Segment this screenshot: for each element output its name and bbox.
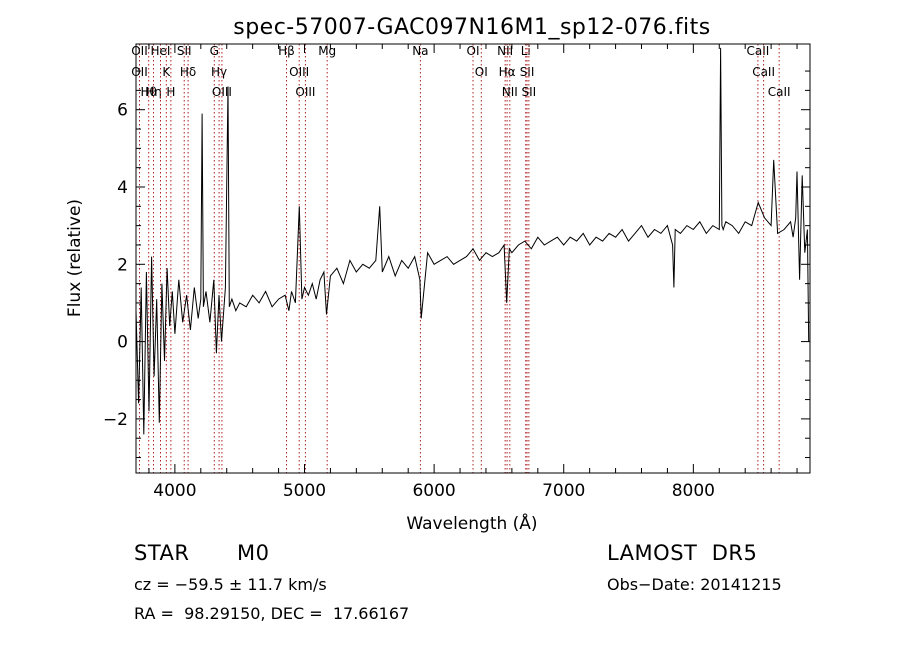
line-label: OII <box>131 44 148 58</box>
line-label: NII <box>502 85 518 99</box>
line-label: Hδ <box>180 65 196 79</box>
x-tick-label: 8000 <box>672 481 715 501</box>
object-class: STAR <box>134 541 190 565</box>
line-label: OIII <box>295 85 315 99</box>
axes: 4000 5000 6000 7000 8000 −2 0 2 4 6 <box>103 44 810 501</box>
line-label: OI <box>475 65 488 79</box>
redshift-velocity: cz = −59.5 ± 11.7 km/s <box>134 575 327 594</box>
line-label: SII <box>177 44 192 58</box>
line-label: NII <box>497 44 513 58</box>
y-tick-label: 2 <box>117 255 128 275</box>
x-tick-label: 6000 <box>412 481 455 501</box>
line-label: G <box>210 44 219 58</box>
observation-date: Obs−Date: 20141215 <box>607 575 782 594</box>
line-label: Mg <box>318 44 336 58</box>
line-label: OIII <box>289 65 309 79</box>
y-tick-label: 6 <box>117 101 128 121</box>
line-label: CaII <box>768 85 791 99</box>
y-tick-label: 0 <box>117 333 128 353</box>
x-axis-label: Wavelength (Å) <box>406 512 537 534</box>
line-label: Hα <box>499 65 516 79</box>
line-label: SII <box>520 65 535 79</box>
object-subclass: M0 <box>237 541 270 565</box>
y-tick-label: 4 <box>117 178 128 198</box>
line-label: Li <box>521 44 531 58</box>
line-label: H <box>166 85 175 99</box>
line-label: OI <box>467 44 480 58</box>
line-label: OIII <box>212 85 232 99</box>
y-axis-label: Flux (relative) <box>65 199 85 317</box>
spectrum-line <box>135 47 810 435</box>
line-label: CaII <box>746 44 769 58</box>
line-label: OII <box>131 65 148 79</box>
sky-coordinates: RA = 98.29150, DEC = 17.66167 <box>134 604 410 623</box>
x-tick-label: 4000 <box>153 481 196 501</box>
line-label: Hη <box>145 85 162 99</box>
line-label: SII <box>522 85 537 99</box>
line-label: CaII <box>752 65 775 79</box>
line-label: K <box>162 65 171 79</box>
line-label: Hθ <box>141 85 157 99</box>
line-label: Hγ <box>211 65 227 79</box>
line-label: HeI <box>151 44 171 58</box>
chart-title: spec-57007-GAC097N16M1_sp12-076.fits <box>233 15 711 40</box>
y-tick-label: −2 <box>103 410 128 430</box>
x-tick-label: 7000 <box>542 481 585 501</box>
spectrum-series <box>135 47 810 435</box>
plot-frame <box>135 43 811 474</box>
x-tick-label: 5000 <box>283 481 326 501</box>
survey-name: LAMOST DR5 <box>607 541 758 565</box>
line-label: Na <box>412 44 428 58</box>
line-label: Hβ <box>278 44 295 58</box>
